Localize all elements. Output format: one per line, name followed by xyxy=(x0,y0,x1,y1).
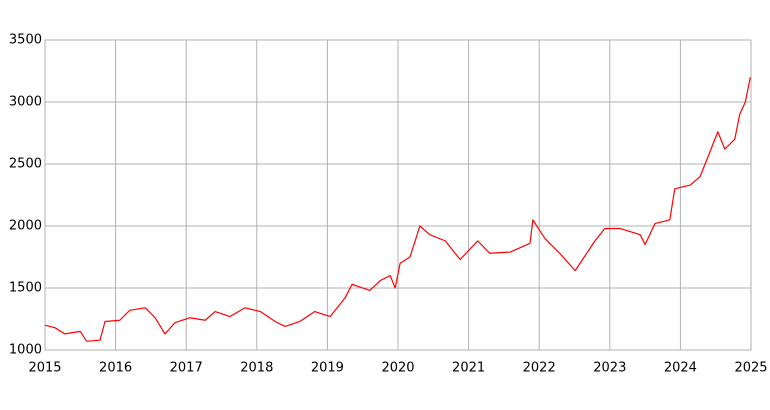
x-tick-label: 2024 xyxy=(664,361,697,376)
x-tick-label: 2016 xyxy=(99,361,132,376)
x-tick-label: 2020 xyxy=(381,361,414,376)
y-tick-label: 1500 xyxy=(9,281,42,296)
line xyxy=(44,77,751,342)
x-tick-label: 2023 xyxy=(593,361,626,376)
x-tick-label: 2022 xyxy=(523,361,556,376)
x-tick-label: 2025 xyxy=(734,361,767,376)
y-tick-label: 3500 xyxy=(9,33,42,48)
y-tick-label: 1000 xyxy=(9,343,42,358)
x-tick-label: 2015 xyxy=(28,361,61,376)
x-tick-label: 2017 xyxy=(170,361,203,376)
x-tick-label: 2021 xyxy=(452,361,485,376)
y-tick-label: 2000 xyxy=(9,219,42,234)
y-tick-label: 2500 xyxy=(9,157,42,172)
x-tick-label: 2018 xyxy=(240,361,273,376)
x-tick-label: 2019 xyxy=(311,361,344,376)
y-tick-label: 3000 xyxy=(9,95,42,110)
